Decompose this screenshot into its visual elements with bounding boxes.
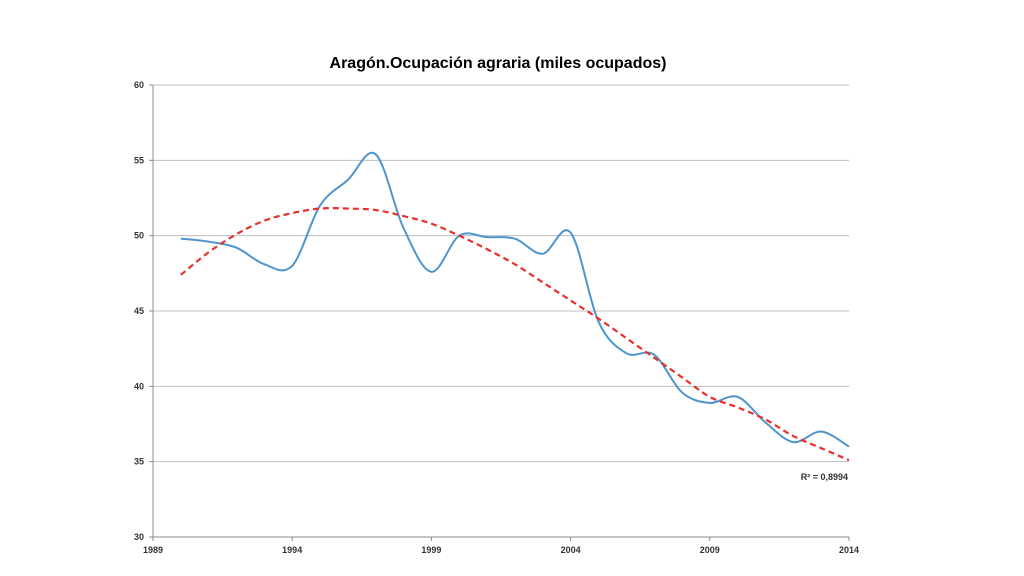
trendline xyxy=(180,207,850,462)
x-tick-label: 2014 xyxy=(839,545,859,555)
y-tick-labels: 30 35 40 45 50 55 60 xyxy=(134,80,144,542)
series-line xyxy=(180,151,850,448)
x-tick-label: 2009 xyxy=(700,545,720,555)
gridlines xyxy=(153,84,849,538)
chart-title: Aragón.Ocupación agraria (miles ocupados… xyxy=(330,55,667,72)
y-tick-label: 60 xyxy=(134,80,144,90)
y-tick-label: 55 xyxy=(134,155,144,165)
y-tick-label: 45 xyxy=(134,306,144,316)
x-tick-label: 1999 xyxy=(421,545,441,555)
x-tick-label: 1994 xyxy=(282,545,302,555)
x-tick-label: 2004 xyxy=(561,545,581,555)
r-squared-label: R² = 0,8994 xyxy=(801,472,848,482)
y-tick-label: 30 xyxy=(134,532,144,542)
y-tick-label: 35 xyxy=(134,457,144,467)
y-tick-label: 40 xyxy=(134,381,144,391)
plot-area xyxy=(180,151,850,462)
x-tick-labels: 1989 1994 1999 2004 2009 2014 xyxy=(143,545,859,555)
y-tick-label: 50 xyxy=(134,231,144,241)
axes xyxy=(149,84,850,541)
x-tick-label: 1989 xyxy=(143,545,163,555)
